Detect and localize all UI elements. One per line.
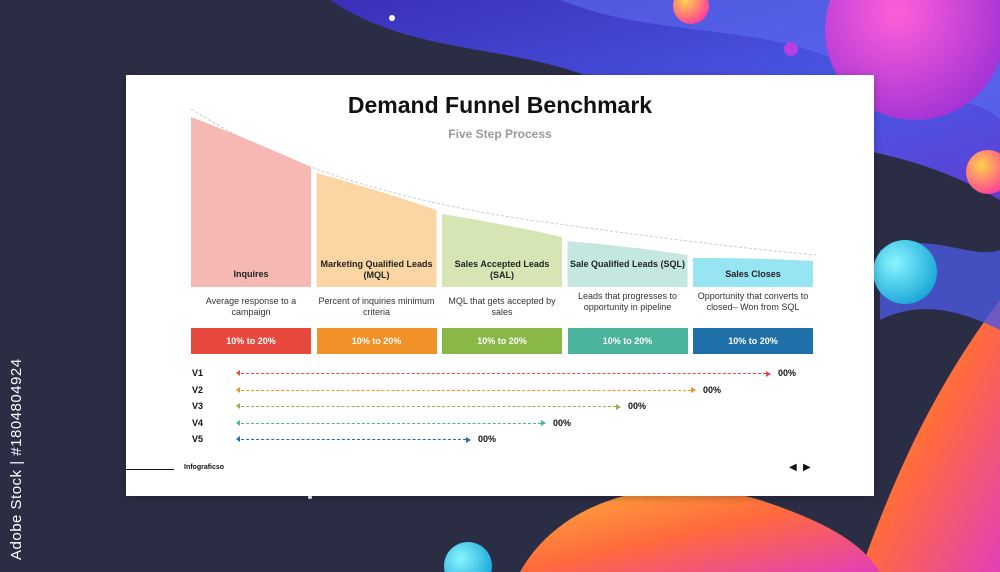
version-label: V3 <box>192 401 204 411</box>
version-arrow-head <box>541 420 546 426</box>
funnel-stage-label: Sale Qualified Leads (SQL) <box>569 259 686 269</box>
infographic-slide: Demand Funnel Benchmark Five Step Proces… <box>124 75 874 496</box>
funnel-stage-description: MQL that gets accepted by sales <box>448 296 556 317</box>
version-label: V1 <box>192 368 204 378</box>
version-label: V5 <box>192 434 204 444</box>
version-dashed-line <box>241 406 616 407</box>
version-arrow-tail <box>236 419 240 426</box>
funnel-stage-shape <box>191 117 311 287</box>
version-arrow-head <box>691 387 696 393</box>
arrow-left-icon[interactable]: ◀ <box>789 462 797 473</box>
funnel-stage-description: Average response to a campaign <box>205 296 297 317</box>
funnel-stage-label: Marketing Qualified Leads (MQL) <box>320 259 433 280</box>
funnel-stage-description: Percent of inquiries minimum criteria <box>318 296 435 317</box>
funnel-stage-shape <box>316 173 437 287</box>
version-dashed-line <box>241 439 466 440</box>
version-label: V4 <box>192 417 204 428</box>
version-arrow-tail <box>236 436 240 442</box>
funnel-stage-shape <box>567 241 688 287</box>
version-arrow-tail <box>236 403 240 409</box>
funnel-stage-percent-badge: 10% to 20% <box>442 328 562 354</box>
stock-watermark: Adobe Stock | #1804804924 <box>8 358 25 560</box>
version-dashed-line <box>241 373 766 374</box>
version-dashed-line <box>241 422 541 424</box>
version-value: 00% <box>478 434 497 444</box>
funnel-stage-shape <box>442 214 562 287</box>
funnel-stage-label: Sales Accepted Leads (SAL) <box>454 259 550 280</box>
funnel-stage-percent-badge: 10% to 20% <box>693 328 813 354</box>
version-arrow-tail <box>236 386 240 393</box>
footer-brand: Infograficso <box>184 464 225 471</box>
funnel-diagram <box>190 108 817 287</box>
version-value: 00% <box>778 368 797 378</box>
funnel-stage-description: Leads that progresses to opportunity in … <box>577 291 678 312</box>
slide-title: Demand Funnel Benchmark <box>347 92 653 118</box>
version-arrow-head <box>466 436 471 443</box>
funnel-stage-label: Inquires <box>233 269 269 279</box>
version-arrow-head <box>616 403 621 410</box>
arrow-right-icon[interactable]: ▶ <box>803 462 811 473</box>
version-arrow-head <box>766 370 771 377</box>
funnel-stage-description: Opportunity that converts to closed– Won… <box>697 291 809 312</box>
funnel-stage-percent-badge: 10% to 20% <box>567 328 688 354</box>
funnel-stage-percent-badge: 10% to 20% <box>316 328 437 354</box>
funnel-stage-percent-badge: 10% to 20% <box>191 328 311 354</box>
version-label: V2 <box>192 384 204 395</box>
version-arrow-tail <box>236 370 240 376</box>
slide-subtitle: Five Step Process <box>448 127 552 141</box>
version-value: 00% <box>553 417 572 428</box>
funnel-stage-label: Sales Closes <box>725 269 781 279</box>
version-value: 00% <box>628 401 647 411</box>
version-value: 00% <box>703 384 722 395</box>
footer-rule <box>124 469 174 470</box>
funnel-stage-shape <box>693 257 813 287</box>
version-dashed-line <box>241 389 691 391</box>
